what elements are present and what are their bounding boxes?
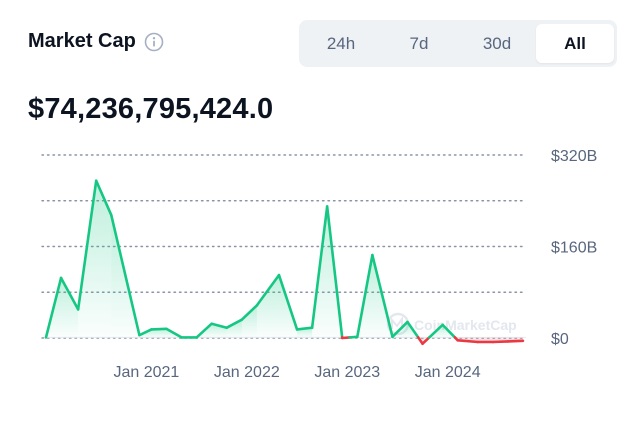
area-fill-above <box>256 275 279 338</box>
data-point[interactable] <box>224 325 230 331</box>
data-point[interactable] <box>420 341 426 347</box>
data-point[interactable] <box>369 252 375 258</box>
area-fill-above <box>241 305 257 338</box>
data-point[interactable] <box>43 334 49 340</box>
tab-all[interactable]: All <box>536 24 614 63</box>
series-line-above <box>441 323 457 339</box>
x-tick-label: Jan 2023 <box>314 364 380 381</box>
x-tick-label: Jan 2021 <box>113 364 179 381</box>
data-point[interactable] <box>194 334 200 340</box>
market-cap-header: Market Cap <box>28 30 164 53</box>
data-point[interactable] <box>490 339 496 345</box>
data-point[interactable] <box>505 338 511 344</box>
x-tick-label: Jan 2022 <box>214 364 280 381</box>
area-fill-above <box>96 180 112 338</box>
series-line-above <box>109 213 141 337</box>
series-line-below <box>491 340 510 344</box>
data-point[interactable] <box>354 334 360 340</box>
data-point[interactable] <box>93 178 99 184</box>
x-tick-label: Jan 2024 <box>415 364 481 381</box>
area-fill-above <box>151 328 167 338</box>
series-line-above <box>225 318 244 330</box>
data-point[interactable] <box>455 337 461 343</box>
series-line-above <box>255 273 281 307</box>
series-line-above <box>277 273 299 331</box>
data-point[interactable] <box>58 275 64 281</box>
y-tick-label: $160B <box>551 240 597 257</box>
tab-30d[interactable]: 30d <box>482 33 512 53</box>
series-line-below <box>421 336 431 346</box>
y-tick-label: $320B <box>551 148 597 165</box>
series-line-above <box>94 179 113 217</box>
series-line-above <box>210 322 229 330</box>
y-tick-label: $0 <box>551 331 569 348</box>
watermark-text: CoinMarketCap <box>414 317 517 333</box>
time-range-tabs: 24h 7d 30d All <box>299 20 617 67</box>
data-point[interactable] <box>520 338 526 344</box>
area-fill-above <box>226 319 242 338</box>
series-line-above <box>295 326 314 331</box>
series-line-above <box>76 179 98 311</box>
series-line-above <box>195 322 213 339</box>
series-line-above <box>150 327 168 331</box>
data-point[interactable] <box>136 332 142 338</box>
tab-7d[interactable]: 7d <box>409 33 429 53</box>
series-line-above <box>165 327 183 339</box>
series-line-above <box>240 304 259 322</box>
data-point[interactable] <box>440 322 446 328</box>
data-point[interactable] <box>389 334 395 340</box>
data-point[interactable] <box>309 325 315 331</box>
series-line-below <box>506 339 525 343</box>
tab-24h[interactable]: 24h <box>326 33 356 53</box>
series-line-above <box>391 320 409 339</box>
data-point[interactable] <box>179 334 185 340</box>
series-line-above <box>325 205 344 339</box>
series-line-above <box>44 276 63 339</box>
data-point[interactable] <box>209 321 215 327</box>
data-point[interactable] <box>276 272 282 278</box>
data-point[interactable] <box>475 339 481 345</box>
market-cap-value: $74,236,795,424.0 <box>28 93 274 125</box>
series-line-above <box>356 253 374 339</box>
data-point[interactable] <box>254 302 260 308</box>
data-point[interactable] <box>75 306 81 312</box>
series-line-above <box>59 276 80 311</box>
data-point[interactable] <box>239 317 245 323</box>
info-icon[interactable] <box>144 32 164 52</box>
series-line-above <box>427 323 444 339</box>
series-line-above <box>310 205 329 330</box>
data-point[interactable] <box>294 326 300 332</box>
data-point[interactable] <box>108 212 114 218</box>
series-line-above <box>406 320 420 339</box>
data-point[interactable] <box>405 319 411 325</box>
series-line-above <box>371 253 394 339</box>
data-point[interactable] <box>164 326 170 332</box>
area-fill-above <box>61 277 79 338</box>
page-title: Market Cap <box>28 30 136 52</box>
data-point[interactable] <box>324 203 330 209</box>
series-line-below <box>456 338 480 344</box>
data-point[interactable] <box>339 335 345 341</box>
data-point[interactable] <box>148 326 154 332</box>
series-line-above <box>138 328 153 337</box>
